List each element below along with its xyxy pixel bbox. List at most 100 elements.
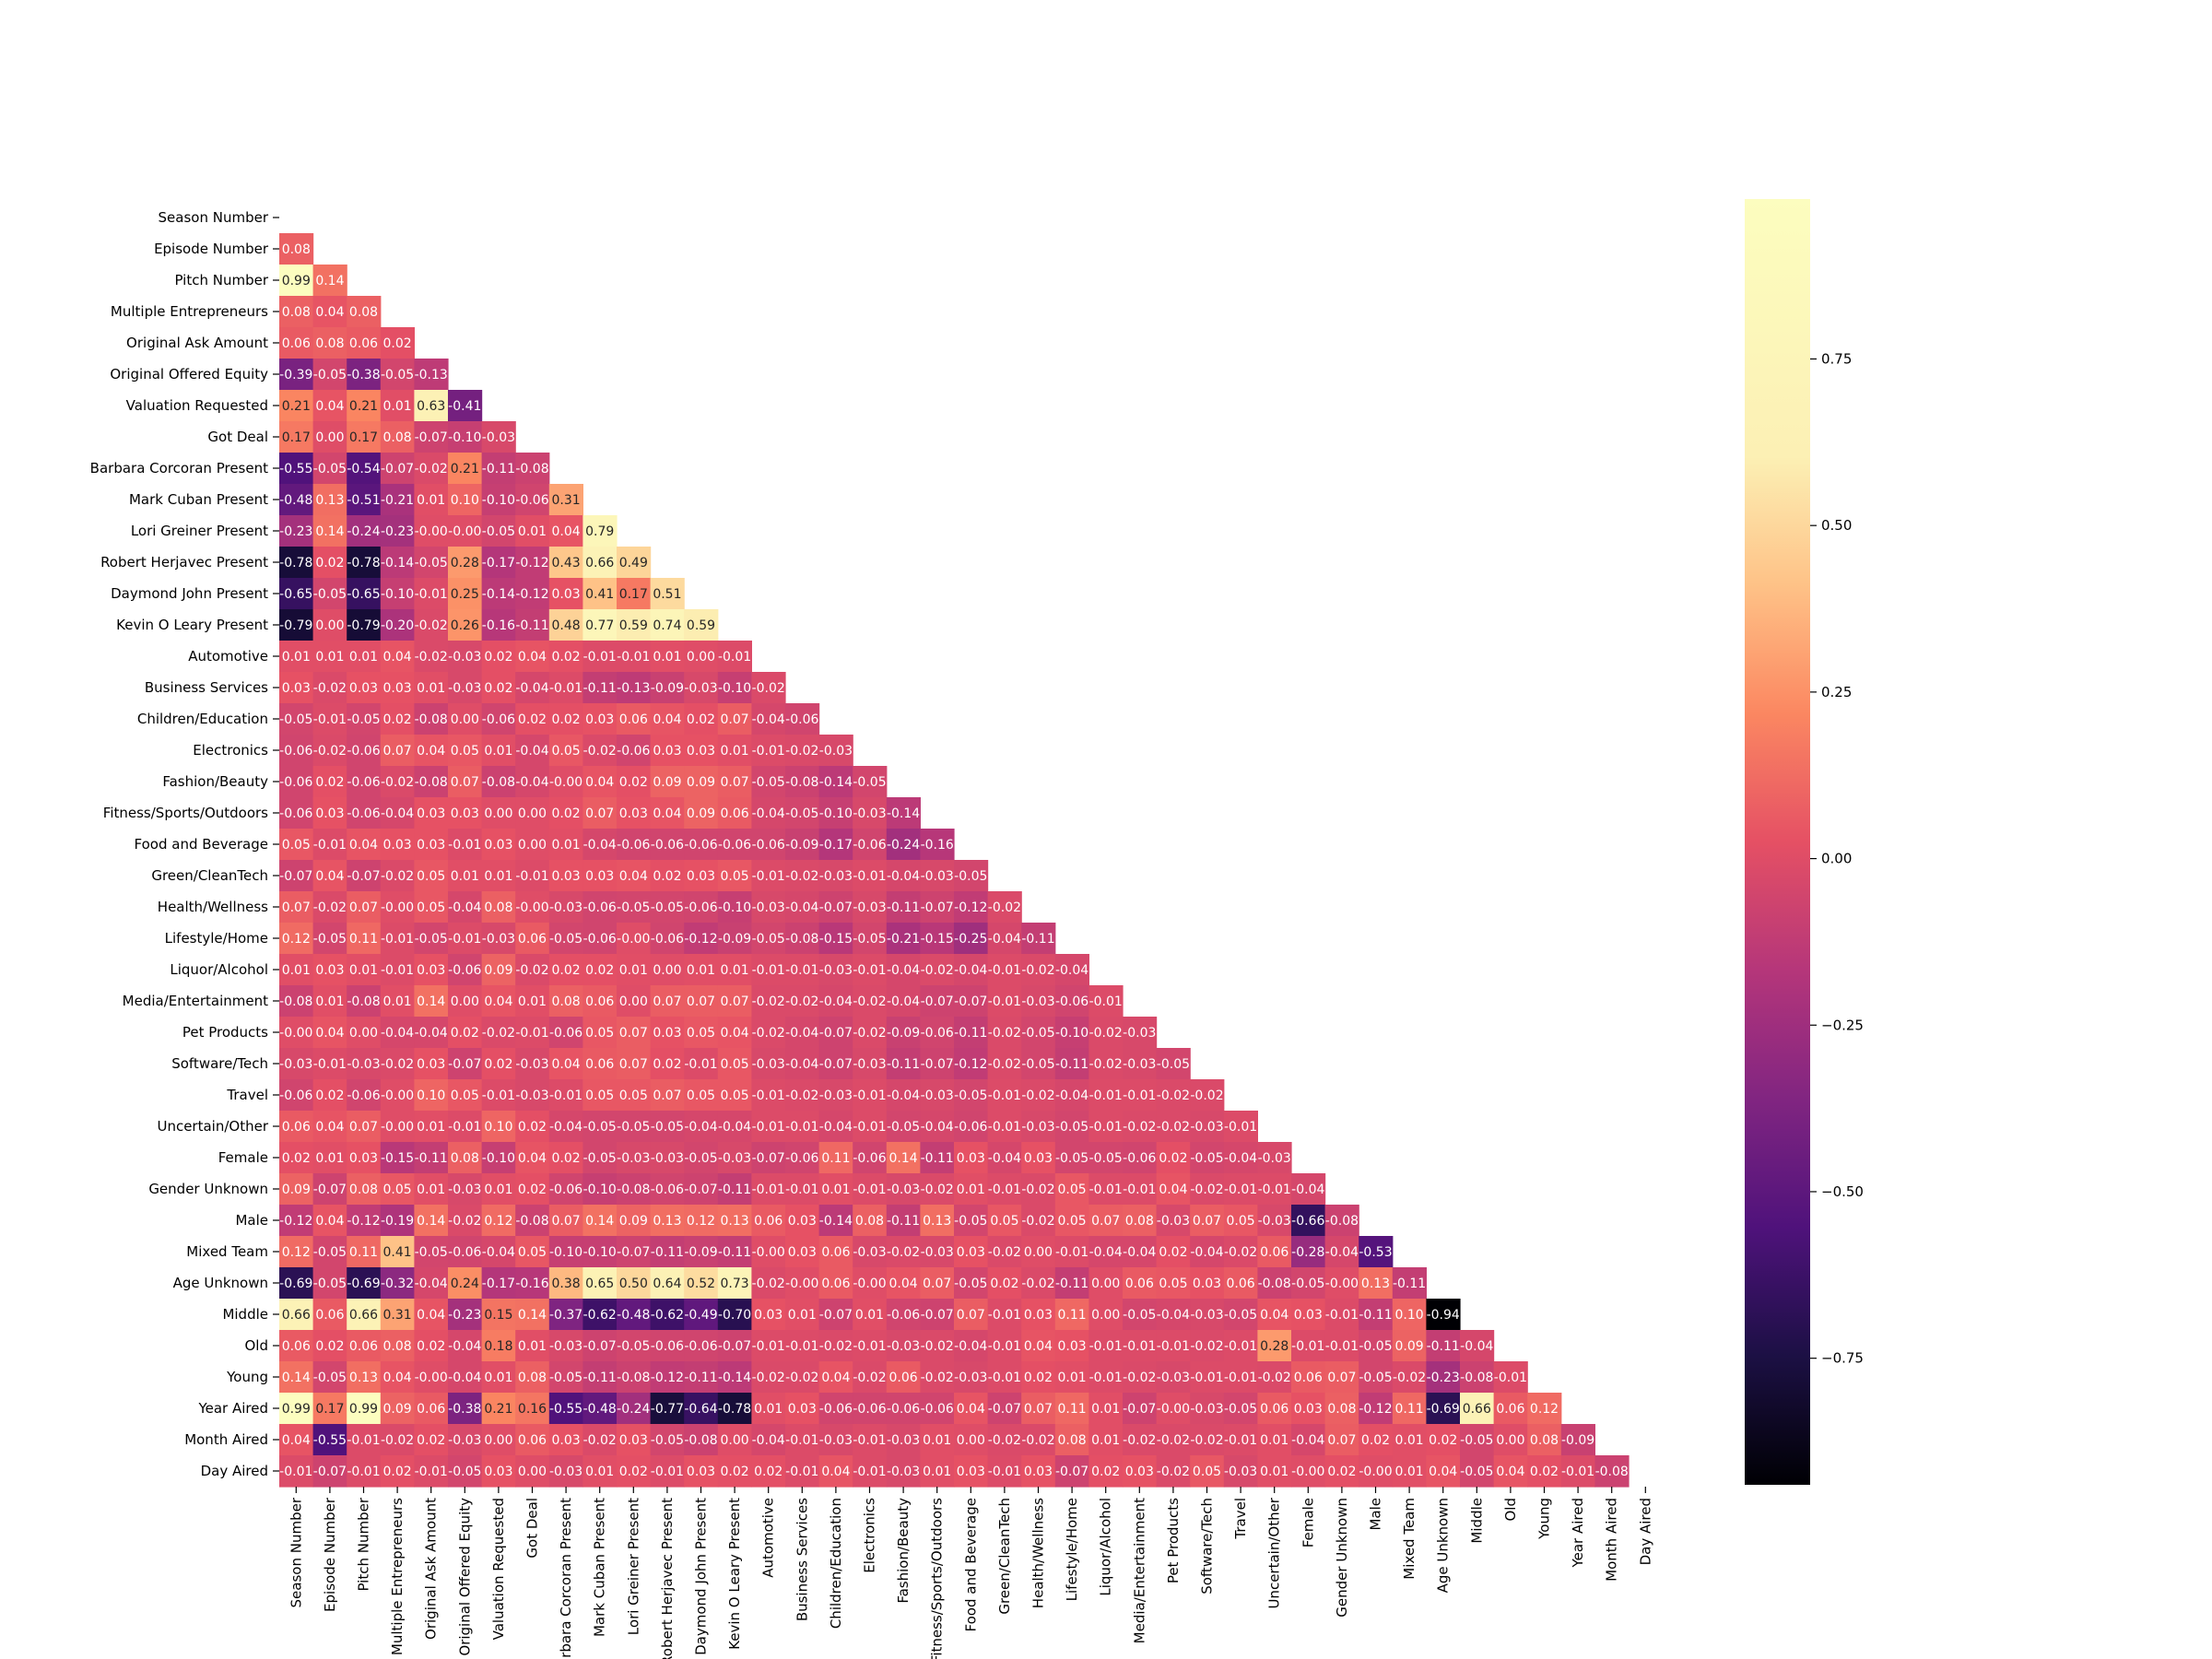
heatmap-cell [279, 359, 314, 391]
cell-value-label: 0.07 [349, 900, 378, 915]
cell-value-label: -0.05 [1460, 1465, 1493, 1479]
cell-value-label: 0.04 [1429, 1465, 1457, 1479]
heatmap-cell [548, 1048, 583, 1080]
heatmap-cell [414, 1142, 449, 1174]
heatmap-cell [548, 484, 583, 516]
cell-value-label: -0.01 [583, 650, 617, 665]
heatmap-cell [785, 954, 820, 986]
y-tick-label: Valuation Requested [126, 397, 268, 414]
cell-value-label: 0.74 [653, 618, 681, 633]
cell-value-label: 0.06 [417, 1402, 445, 1417]
heatmap-cell [347, 1048, 382, 1080]
heatmap-cell [1493, 1424, 1528, 1456]
heatmap-cell [1123, 1142, 1158, 1174]
heatmap-cell [1594, 1455, 1630, 1488]
heatmap-cell [751, 1455, 786, 1488]
heatmap-cell [684, 1079, 719, 1112]
cell-value-label: -0.00 [279, 1026, 312, 1041]
heatmap-cell [1088, 1142, 1124, 1174]
heatmap-cell [1257, 1455, 1292, 1488]
cell-value-label: 0.01 [585, 1465, 614, 1479]
cell-value-label: -0.02 [853, 994, 886, 1009]
heatmap-cell [312, 609, 347, 641]
cell-value-label: -0.04 [1157, 1308, 1190, 1323]
heatmap-cell [582, 1173, 618, 1206]
cell-value-label: 0.01 [721, 744, 749, 759]
cell-value-label: -0.05 [482, 524, 515, 539]
cell-value-label: -0.17 [819, 838, 853, 853]
cell-value-label: -0.02 [988, 1245, 1021, 1260]
heatmap-cell [1324, 1455, 1359, 1488]
heatmap-cell [481, 829, 516, 861]
heatmap-cell [448, 1173, 483, 1206]
cell-value-label: 0.05 [619, 1088, 648, 1103]
heatmap-cell [751, 672, 786, 704]
heatmap-cell [312, 860, 347, 892]
cell-value-label: -0.02 [921, 1182, 954, 1197]
heatmap-cell [380, 891, 415, 924]
cell-value-label: -0.07 [279, 869, 312, 884]
cell-value-label: 0.09 [484, 963, 512, 978]
heatmap-cell [954, 1142, 989, 1174]
heatmap-cell [481, 1455, 516, 1488]
heatmap-cell [279, 923, 314, 955]
cell-value-label: 0.24 [451, 1277, 479, 1291]
cell-value-label: -0.03 [921, 869, 954, 884]
heatmap-cell [650, 703, 685, 735]
heatmap-cell [853, 829, 888, 861]
heatmap-cell [617, 891, 652, 924]
cell-value-label: -0.02 [381, 775, 414, 790]
heatmap-cell [414, 766, 449, 798]
cell-value-label: -0.05 [1224, 1402, 1257, 1417]
cell-value-label: 0.03 [957, 1245, 985, 1260]
heatmap-cell [414, 1361, 449, 1394]
heatmap-cell [312, 1267, 347, 1300]
cell-value-label: 0.07 [383, 744, 412, 759]
heatmap-cell [954, 1048, 989, 1080]
cell-value-label: 0.79 [585, 524, 614, 539]
heatmap-cell [1054, 1111, 1089, 1143]
heatmap-cell [886, 1361, 921, 1394]
cell-value-label: 0.04 [315, 1214, 344, 1229]
heatmap-cell [650, 891, 685, 924]
heatmap-cell [312, 1205, 347, 1237]
cell-value-label: -0.01 [988, 1465, 1021, 1479]
cell-value-label: -0.06 [515, 493, 548, 508]
cell-value-label: 0.04 [889, 1277, 918, 1291]
heatmap-cell [548, 1424, 583, 1456]
heatmap-cell [650, 672, 685, 704]
y-tick-label: Robert Herjavec Present [100, 554, 268, 571]
cell-value-label: 0.26 [451, 618, 479, 633]
cell-value-label: -0.00 [785, 1277, 818, 1291]
heatmap-cell [1021, 1393, 1056, 1425]
cell-value-label: 0.06 [821, 1245, 850, 1260]
cell-value-label: -0.11 [1055, 1277, 1088, 1291]
heatmap-cell [380, 421, 415, 453]
cell-value-label: -0.02 [448, 1214, 481, 1229]
cell-value-label: 0.04 [1496, 1465, 1524, 1479]
cell-value-label: -0.02 [583, 744, 617, 759]
cell-value-label: -0.11 [921, 1151, 954, 1166]
cell-value-label: 0.04 [417, 1308, 445, 1323]
heatmap-cell [1223, 1236, 1258, 1268]
cell-value-label: -0.01 [1123, 1339, 1156, 1354]
cell-value-label: -0.06 [887, 1308, 920, 1323]
heatmap-cell [481, 515, 516, 547]
heatmap-cell [1088, 1236, 1124, 1268]
cell-value-label: 0.04 [653, 806, 681, 821]
cell-value-label: -0.12 [279, 1214, 312, 1229]
cell-value-label: -0.00 [1157, 1402, 1190, 1417]
cell-value-label: -0.06 [448, 1245, 481, 1260]
cell-value-label: -0.06 [583, 932, 617, 947]
cell-value-label: -0.06 [887, 1402, 920, 1417]
cell-value-label: -0.08 [347, 994, 380, 1009]
heatmap-cell [650, 1111, 685, 1143]
cell-value-label: -0.06 [853, 1402, 886, 1417]
x-axis-labels: Season Number Episode Number Pitch Number M… [288, 1487, 1653, 1659]
cell-value-label: 0.04 [315, 399, 344, 414]
heatmap-cell [717, 1205, 752, 1237]
cell-value-label: 0.07 [721, 994, 749, 1009]
cell-value-label: 0.14 [889, 1151, 918, 1166]
heatmap-cell [853, 1079, 888, 1112]
cell-value-label: -0.02 [1123, 1371, 1156, 1385]
